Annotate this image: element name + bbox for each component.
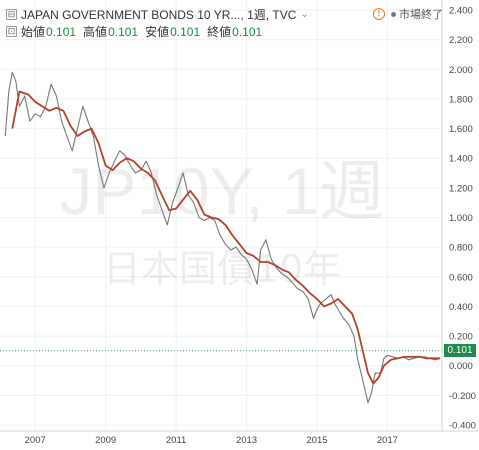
high-value: 0.101 — [108, 24, 139, 39]
moving-average-line — [11, 90, 441, 385]
price-tick-label: 0.800 — [449, 243, 473, 254]
title-separator: , — [240, 7, 248, 22]
last-price-tag: 0.101 — [444, 344, 476, 357]
price-tick-label: 1.600 — [449, 124, 473, 135]
close-price-line — [4, 71, 441, 404]
warning-icon[interactable]: ! — [373, 8, 385, 20]
price-tick-label: 0.400 — [449, 302, 473, 313]
time-axis[interactable]: 2007 2009 2011 2013 2015 2017 — [0, 430, 479, 446]
symbol-title[interactable]: JAPAN GOVERNMENT BONDS 10 YR... — [21, 7, 241, 22]
legend-header: ⊟ JAPAN GOVERNMENT BONDS 10 YR... , 1週 ,… — [6, 6, 309, 40]
collapse-icon[interactable]: ⊟ — [6, 9, 17, 20]
open-value: 0.101 — [46, 24, 77, 39]
price-tick-label: 1.400 — [449, 154, 473, 165]
moving-average-series — [11, 90, 441, 385]
price-tick-label: -0.400 — [449, 421, 476, 432]
status-dot-icon — [391, 11, 396, 17]
title-separator: , — [265, 7, 273, 22]
time-tick-label: 2013 — [236, 435, 257, 446]
close-label: 終値 — [207, 25, 232, 39]
low-label: 安値 — [145, 25, 170, 39]
grid-lines — [0, 0, 442, 431]
price-tick-label: 0.600 — [449, 272, 473, 283]
price-tick-label: 1.200 — [449, 183, 473, 194]
exchange-label: TVC — [272, 7, 297, 22]
watermark-symbol: JP10Y, 1週 — [59, 154, 384, 228]
high-label: 高値 — [83, 25, 108, 39]
watermark-name: 日本国債10年 — [103, 247, 341, 291]
low-value: 0.101 — [170, 24, 201, 39]
settings-box-icon[interactable]: ⊡ — [6, 26, 17, 37]
time-tick-label: 2007 — [25, 435, 46, 446]
chevron-down-icon[interactable]: ⌄ — [300, 9, 309, 20]
price-tick-label: -0.200 — [449, 391, 476, 402]
time-tick-label: 2015 — [306, 435, 327, 446]
market-status-label: 市場終了 — [399, 9, 443, 21]
time-tick-label: 2009 — [95, 435, 116, 446]
open-label: 始値 — [21, 25, 46, 39]
close-value: 0.101 — [232, 24, 263, 39]
symbol-watermark: JP10Y, 1週 日本国債10年 — [59, 154, 384, 291]
time-tick-label: 2017 — [377, 435, 398, 446]
time-tick-label: 2011 — [166, 435, 186, 446]
price-tick-label: 0.200 — [449, 332, 473, 343]
price-tick-label: 2.000 — [449, 65, 473, 76]
price-tick-label: 1.800 — [449, 94, 473, 105]
price-tick-label: 2.200 — [449, 35, 473, 46]
price-axis[interactable]: 2.400 2.200 2.000 1.800 1.600 1.400 1.200 1.000… — [441, 0, 476, 432]
interval-label[interactable]: 1週 — [247, 8, 266, 22]
close-price-series — [4, 71, 441, 404]
market-status[interactable]: ! 市場終了 — [373, 6, 443, 22]
price-tick-label: 0.000 — [449, 361, 473, 372]
price-tick-label: 2.400 — [449, 6, 473, 17]
price-tick-label: 1.000 — [449, 213, 473, 224]
